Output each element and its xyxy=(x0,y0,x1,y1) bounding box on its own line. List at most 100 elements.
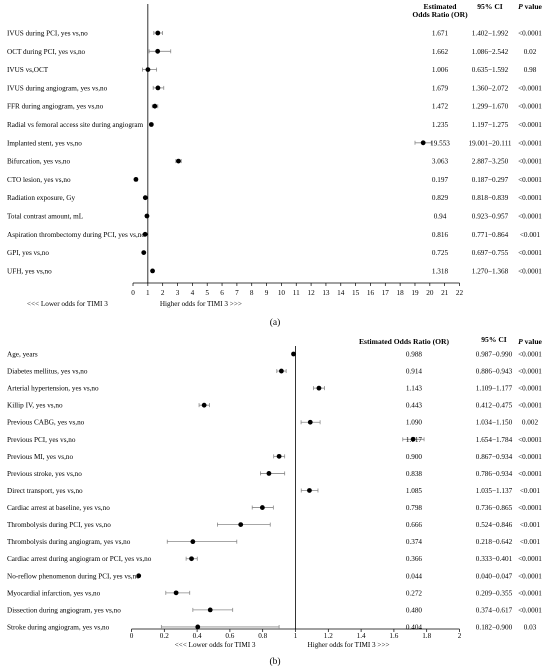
estimate-header-line2: Odds Ratio (OR) xyxy=(412,10,468,19)
forest-row: FFR during angiogram, yes vs,no 1.472 1.29… xyxy=(7,103,542,111)
forest-row: GPI, yes vs,no 0.725 0.697−0.755 <0.0001 xyxy=(7,249,542,257)
row-label: IVUS during angiogram, yes vs,no xyxy=(7,84,108,92)
forest-row: Cardiac arrest at baseline, yes vs,no 0.7… xyxy=(7,504,542,512)
or-point xyxy=(173,590,179,596)
row-label: GPI, yes vs,no xyxy=(7,249,49,257)
or-value: 0.374 xyxy=(406,538,423,546)
estimate-header-line1: Estimated xyxy=(424,2,458,11)
forest-row: Previous MI, yes vs,no 0.900 0.867−0.934 <0… xyxy=(7,453,542,461)
p-value: <0.0001 xyxy=(518,351,542,359)
p-value: <0.0001 xyxy=(518,436,542,444)
p-value: <0.0001 xyxy=(518,30,542,38)
row-label: Killip IV, yes vs,no xyxy=(7,402,63,410)
ci-value: 0.886−0.943 xyxy=(476,368,513,376)
x-tick-label: 11 xyxy=(293,289,300,297)
p-value: <0.0001 xyxy=(518,572,542,580)
row-label: Diabetes mellitus, yes vs,no xyxy=(7,368,88,376)
or-point xyxy=(142,231,148,237)
x-tick-label: 6 xyxy=(220,289,224,297)
forest-row: Age, years 0.988 0.987−0.990 <0.0001 xyxy=(7,351,542,359)
row-label: Radial vs femoral access site during ang… xyxy=(7,121,144,129)
row-label: FFR during angiogram, yes vs,no xyxy=(7,103,104,111)
or-point xyxy=(410,436,416,442)
x-tick-label: 19 xyxy=(411,289,419,297)
or-point xyxy=(155,85,161,91)
p-value: <0.001 xyxy=(520,538,541,546)
ci-value: 0.040−0.047 xyxy=(476,572,513,580)
p-value: <0.0001 xyxy=(518,139,542,147)
or-value: 0.798 xyxy=(406,504,423,512)
ci-value: 1.360−2.072 xyxy=(472,84,509,92)
direction-label-higher: Higher odds for TIMI 3 >>> xyxy=(160,300,242,308)
p-value: <0.0001 xyxy=(518,103,542,111)
forest-row: IVUS during PCI, yes vs,no 1.671 1.402−1.9… xyxy=(7,30,542,38)
or-point xyxy=(144,213,150,219)
ci-header: 95% CI xyxy=(481,335,507,344)
x-tick-label: 0.4 xyxy=(193,632,202,640)
or-value: 1.671 xyxy=(432,30,449,38)
p-value: <0.0001 xyxy=(518,504,542,512)
x-tick-label: 0.8 xyxy=(258,632,267,640)
or-value: 0.816 xyxy=(432,231,449,239)
or-value: 0.480 xyxy=(406,606,423,614)
or-point xyxy=(190,539,196,545)
row-label: Cardiac arrest at baseline, yes vs,no xyxy=(7,504,110,512)
forest-row: Radiation exposure, Gy 0.829 0.818−0.839 <0… xyxy=(7,194,542,202)
or-point xyxy=(145,67,151,72)
forest-row: OCT during PCI, yes vs,no 1.662 1.086−2.54… xyxy=(7,48,537,56)
ci-value: 0.635−1.592 xyxy=(472,66,509,74)
ci-value: 1.654−1.784 xyxy=(476,436,513,444)
x-tick-label: 4 xyxy=(191,289,195,297)
ci-value: 0.218−0.642 xyxy=(476,538,513,546)
x-tick-label: 0.6 xyxy=(225,632,234,640)
forest-row: Total contrast amount, mL 0.94 0.923−0.957… xyxy=(7,213,542,221)
or-value: 0.725 xyxy=(432,249,449,257)
ci-value: 0.736−0.865 xyxy=(476,504,513,512)
ci-value: 0.524−0.846 xyxy=(476,521,513,529)
p-value: 0.98 xyxy=(524,66,537,74)
forest-row: Aspiration thrombectomy during PCI, yes … xyxy=(7,231,541,239)
or-point xyxy=(141,250,147,256)
x-tick-label: 8 xyxy=(250,289,254,297)
or-point xyxy=(259,505,265,510)
x-tick-label: 9 xyxy=(265,289,269,297)
or-value: 19.553 xyxy=(430,139,450,147)
x-tick-label: 7 xyxy=(235,289,239,297)
or-point xyxy=(148,122,154,127)
forest-row: Thrombolysis during PCI, yes vs,no 0.666 0… xyxy=(7,521,541,529)
ci-value: 1.086−2.542 xyxy=(472,48,509,56)
or-value: 1.318 xyxy=(432,267,449,275)
row-label: Direct transport, yes vs,no xyxy=(7,487,83,495)
forest-row: Thrombolysis during angiogram, yes vs,no… xyxy=(7,538,541,546)
forest-row: Cardiac arrest during angiogram or PCI, … xyxy=(7,555,542,563)
row-label: Thrombolysis during PCI, yes vs,no xyxy=(7,521,111,529)
or-point xyxy=(291,351,296,357)
or-point xyxy=(266,471,272,476)
forest-row: Radial vs femoral access site during ang… xyxy=(7,121,542,129)
x-tick-label: 0 xyxy=(131,289,135,297)
p-value: <0.001 xyxy=(520,487,541,495)
row-label: UFH, yes vs,no xyxy=(7,267,52,275)
ci-value: 0.182−0.900 xyxy=(476,623,513,631)
row-label: OCT during PCI, yes vs,no xyxy=(7,48,86,56)
or-value: 1.143 xyxy=(406,385,423,393)
row-label: Arterial hypertension, yes vs,no xyxy=(7,385,99,393)
or-value: 0.914 xyxy=(406,368,423,376)
or-value: 0.272 xyxy=(406,589,423,597)
forest-row: Implanted stent, yes vs,no 19.553 19.001−2… xyxy=(7,139,542,147)
row-label: Bifurcation, yes vs,no xyxy=(7,158,70,166)
or-point xyxy=(207,607,213,613)
p-value: <0.0001 xyxy=(518,470,542,478)
ci-value: 0.412−0.475 xyxy=(476,402,513,410)
x-tick-label: 15 xyxy=(352,289,360,297)
x-tick-label: 22 xyxy=(456,289,464,297)
or-value: 0.838 xyxy=(406,470,423,478)
x-tick-label: 2 xyxy=(458,632,462,640)
or-value: 1.717 xyxy=(406,436,423,444)
x-tick-label: 1.6 xyxy=(389,632,398,640)
forest-row: UFH, yes vs,no 1.318 1.270−1.368 <0.0001 xyxy=(7,267,542,275)
or-value: 1.679 xyxy=(432,84,449,92)
